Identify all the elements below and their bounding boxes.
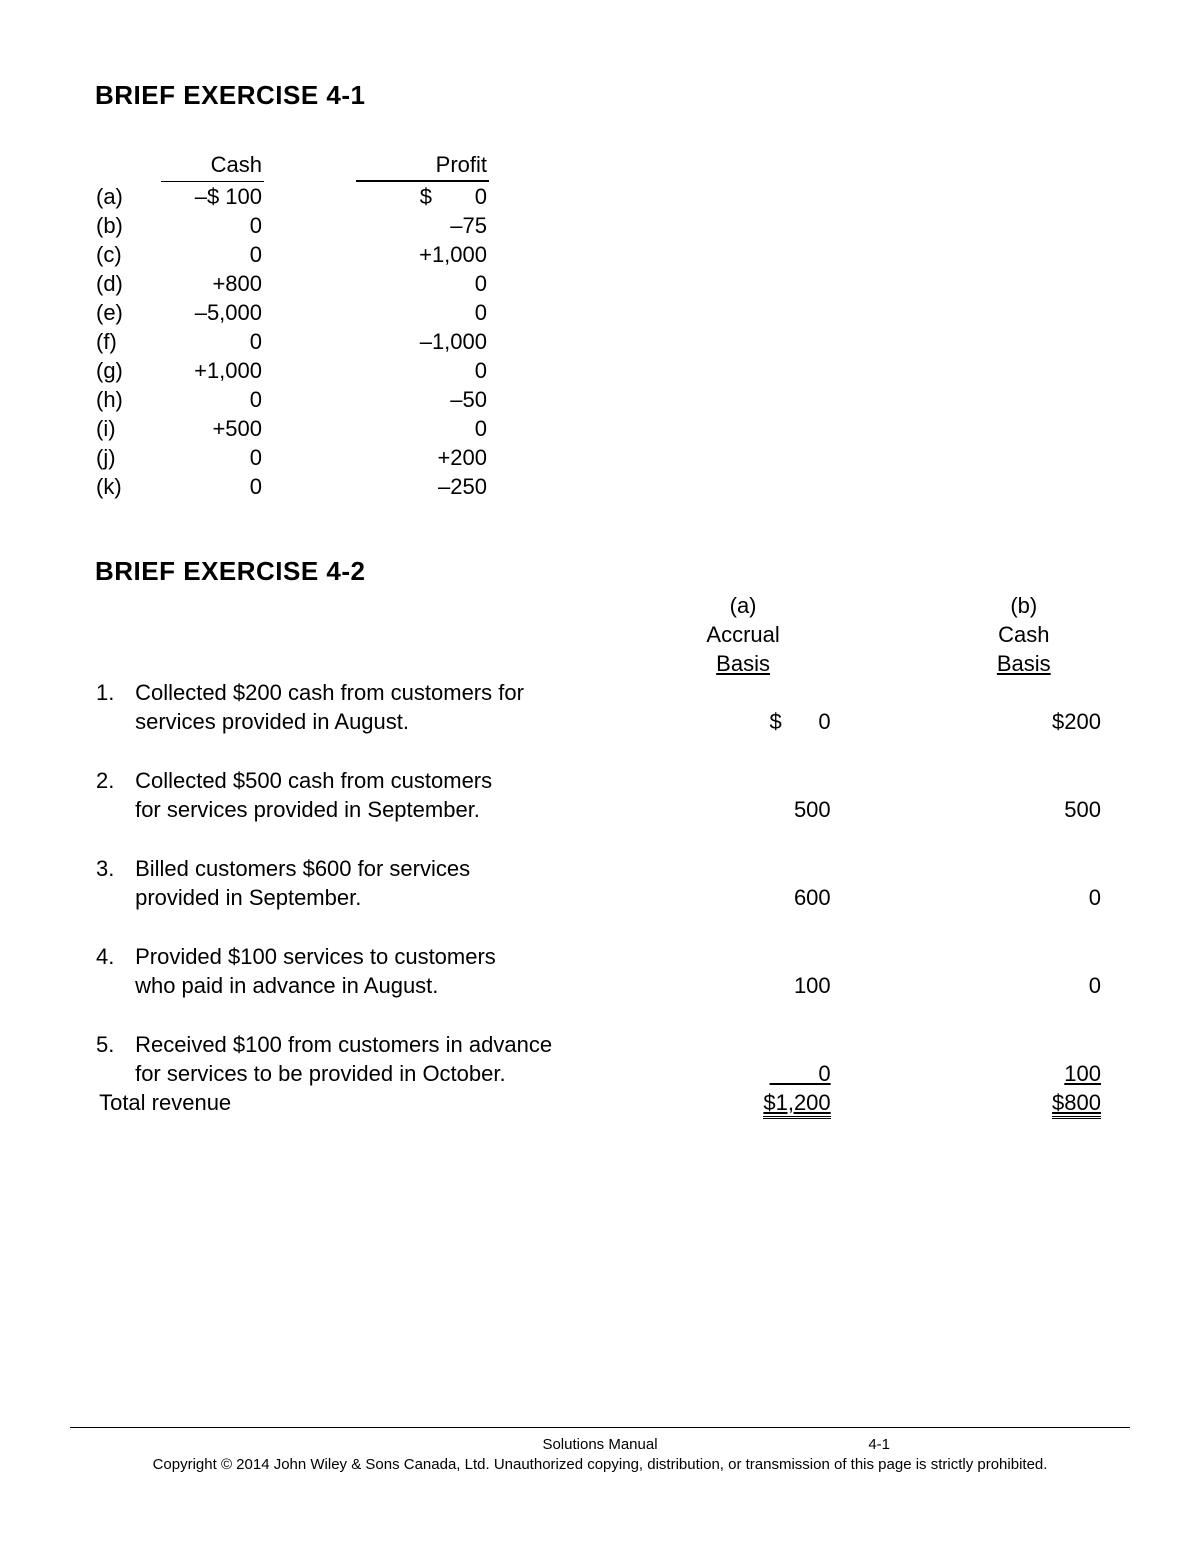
cash-cell: –5,000 bbox=[161, 298, 264, 327]
cash-cell: $200 bbox=[946, 707, 1105, 736]
item-desc-line2: for services to be provided in October. bbox=[134, 1059, 654, 1088]
accrual-cell: $ 0 bbox=[655, 707, 841, 736]
item-desc-line2: services provided in August. bbox=[134, 707, 654, 736]
page: BRIEF EXERCISE 4-1 Cash Profit (a)–$ 100… bbox=[0, 0, 1200, 1553]
col-header-a-top: (a) bbox=[655, 591, 841, 620]
table-row: (c)0 +1,000 bbox=[95, 240, 489, 269]
row-label: (e) bbox=[95, 298, 161, 327]
col-header-a-mid: Accrual bbox=[655, 620, 841, 649]
item-desc-line1: Collected $500 cash from customers bbox=[134, 766, 654, 795]
item-desc-line1: Received $100 from customers in advance bbox=[134, 1030, 654, 1059]
list-item: 4. Provided $100 services to customers bbox=[95, 942, 1105, 971]
item-number: 3. bbox=[95, 854, 134, 883]
row-label: (g) bbox=[95, 356, 161, 385]
footer-title: Solutions Manual bbox=[542, 1436, 657, 1453]
exercise-4-1-table: Cash Profit (a)–$ 100$ 0 (b)0–75 (c)0+1,… bbox=[95, 151, 1105, 501]
item-desc-line1: Billed customers $600 for services bbox=[134, 854, 654, 883]
table-row: (a)–$ 100 $ 0 bbox=[95, 181, 489, 211]
profit-cell: +1,000 bbox=[356, 240, 489, 269]
item-number: 4. bbox=[95, 942, 134, 971]
list-item: 2. Collected $500 cash from customers bbox=[95, 766, 1105, 795]
exercise-4-2-table: (a) (b) Accrual Cash Basis Basis 1. bbox=[95, 591, 1105, 1120]
item-desc-line2: who paid in advance in August. bbox=[134, 971, 654, 1000]
total-label: Total revenue bbox=[134, 1088, 654, 1120]
profit-cell: –50 bbox=[356, 385, 489, 414]
row-label: (h) bbox=[95, 385, 161, 414]
table-row: (b)0 –75 bbox=[95, 211, 489, 240]
accrual-cell: 600 bbox=[655, 883, 841, 912]
table-row: (d)+800 0 bbox=[95, 269, 489, 298]
total-accrual: $1,200 bbox=[763, 1089, 830, 1119]
table-row: (j)0 +200 bbox=[95, 443, 489, 472]
item-desc-line1: Provided $100 services to customers bbox=[134, 942, 654, 971]
row-label: (c) bbox=[95, 240, 161, 269]
footer-copyright: Copyright © 2014 John Wiley & Sons Canad… bbox=[70, 1456, 1130, 1473]
table-row: (k)0 –250 bbox=[95, 472, 489, 501]
cash-cell: 100 bbox=[1064, 1061, 1101, 1086]
profit-cell: 0 bbox=[356, 356, 489, 385]
row-label: (j) bbox=[95, 443, 161, 472]
exercise-4-2-heading: BRIEF EXERCISE 4-2 bbox=[95, 556, 1105, 587]
table-row: (i)+500 0 bbox=[95, 414, 489, 443]
table-row: (e)–5,000 0 bbox=[95, 298, 489, 327]
cash-cell: –$ 100 bbox=[161, 181, 264, 211]
row-label: (d) bbox=[95, 269, 161, 298]
cash-cell: 0 bbox=[161, 385, 264, 414]
cash-cell: 0 bbox=[946, 971, 1105, 1000]
item-number: 2. bbox=[95, 766, 134, 795]
cash-cell: +500 bbox=[161, 414, 264, 443]
cash-cell: 0 bbox=[161, 211, 264, 240]
col-header-b-top: (b) bbox=[946, 591, 1105, 620]
cash-cell: 0 bbox=[161, 240, 264, 269]
cash-cell: 0 bbox=[161, 472, 264, 501]
col-header-profit: Profit bbox=[356, 151, 489, 181]
table-row: (g)+1,000 0 bbox=[95, 356, 489, 385]
table-row: (f)0 –1,000 bbox=[95, 327, 489, 356]
cash-cell: 0 bbox=[946, 883, 1105, 912]
cash-cell: +800 bbox=[161, 269, 264, 298]
cash-cell: +1,000 bbox=[161, 356, 264, 385]
item-desc-line1: Collected $200 cash from customers for bbox=[134, 678, 654, 707]
row-label: (a) bbox=[95, 181, 161, 211]
exercise-4-1-heading: BRIEF EXERCISE 4-1 bbox=[95, 80, 1105, 111]
total-row: Total revenue $1,200 $800 bbox=[95, 1088, 1105, 1120]
col-header-a-bot: Basis bbox=[716, 651, 770, 676]
profit-cell: –1,000 bbox=[356, 327, 489, 356]
list-item: 1. Collected $200 cash from customers fo… bbox=[95, 678, 1105, 707]
profit-cell: 0 bbox=[356, 298, 489, 327]
accrual-cell: 0 bbox=[770, 1061, 831, 1086]
profit-cell: –75 bbox=[356, 211, 489, 240]
list-item: 3. Billed customers $600 for services bbox=[95, 854, 1105, 883]
total-cash: $800 bbox=[1052, 1089, 1101, 1119]
item-desc-line2: provided in September. bbox=[134, 883, 654, 912]
cash-cell: 500 bbox=[946, 795, 1105, 824]
item-number: 1. bbox=[95, 678, 134, 707]
col-header-b-mid: Cash bbox=[946, 620, 1105, 649]
col-header-cash: Cash bbox=[161, 151, 264, 181]
row-label: (b) bbox=[95, 211, 161, 240]
col-header-b-bot: Basis bbox=[997, 651, 1051, 676]
page-footer: Solutions Manual 4-1 Copyright © 2014 Jo… bbox=[70, 1427, 1130, 1473]
item-desc-line2: for services provided in September. bbox=[134, 795, 654, 824]
list-item: 5. Received $100 from customers in advan… bbox=[95, 1030, 1105, 1059]
cash-cell: 0 bbox=[161, 443, 264, 472]
row-label: (f) bbox=[95, 327, 161, 356]
footer-page-number: 4-1 bbox=[868, 1436, 890, 1453]
profit-cell: –250 bbox=[356, 472, 489, 501]
accrual-cell: 100 bbox=[655, 971, 841, 1000]
item-number: 5. bbox=[95, 1030, 134, 1059]
row-label: (i) bbox=[95, 414, 161, 443]
profit-cell: 0 bbox=[356, 414, 489, 443]
profit-cell: $ 0 bbox=[356, 181, 489, 211]
cash-cell: 0 bbox=[161, 327, 264, 356]
profit-cell: 0 bbox=[356, 269, 489, 298]
profit-cell: +200 bbox=[356, 443, 489, 472]
footer-divider bbox=[70, 1427, 1130, 1428]
table-row: (h)0 –50 bbox=[95, 385, 489, 414]
row-label: (k) bbox=[95, 472, 161, 501]
accrual-cell: 500 bbox=[655, 795, 841, 824]
